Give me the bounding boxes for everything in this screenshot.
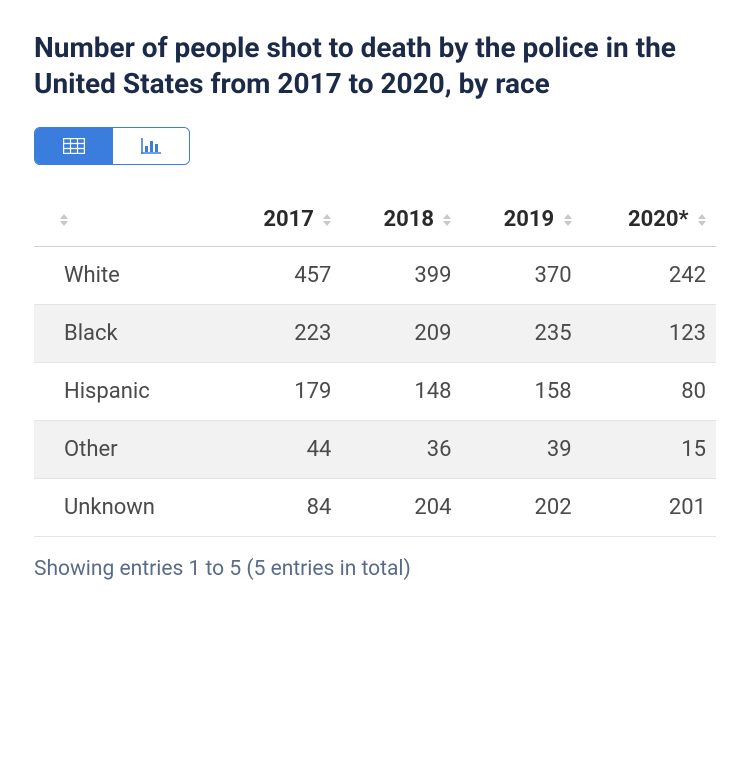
col-header-label: 2019 bbox=[504, 207, 555, 232]
cell-value: 242 bbox=[582, 246, 716, 304]
cell-value: 84 bbox=[221, 478, 341, 536]
cell-value: 15 bbox=[582, 420, 716, 478]
cell-value: 201 bbox=[582, 478, 716, 536]
cell-value: 44 bbox=[221, 420, 341, 478]
chart-view-button[interactable] bbox=[113, 128, 189, 164]
data-table: 2017 2018 2019 2020* White 457 399 370 2… bbox=[34, 193, 716, 537]
cell-value: 158 bbox=[461, 362, 581, 420]
col-header-2017[interactable]: 2017 bbox=[221, 193, 341, 247]
cell-value: 39 bbox=[461, 420, 581, 478]
sort-icon bbox=[323, 214, 331, 226]
sort-icon bbox=[443, 214, 451, 226]
cell-label: Other bbox=[34, 420, 221, 478]
table-icon bbox=[63, 138, 85, 154]
cell-value: 204 bbox=[341, 478, 461, 536]
table-row: Black 223 209 235 123 bbox=[34, 304, 716, 362]
cell-value: 148 bbox=[341, 362, 461, 420]
table-header-row: 2017 2018 2019 2020* bbox=[34, 193, 716, 247]
col-header-label: 2018 bbox=[384, 207, 435, 232]
page-title: Number of people shot to death by the po… bbox=[34, 30, 716, 103]
cell-label: Black bbox=[34, 304, 221, 362]
table-view-button[interactable] bbox=[35, 128, 113, 164]
cell-label: Hispanic bbox=[34, 362, 221, 420]
cell-value: 209 bbox=[341, 304, 461, 362]
table-footer-count: Showing entries 1 to 5 (5 entries in tot… bbox=[34, 557, 716, 581]
cell-value: 36 bbox=[341, 420, 461, 478]
bar-chart-icon bbox=[141, 138, 161, 154]
cell-value: 123 bbox=[582, 304, 716, 362]
col-header-label: 2020* bbox=[628, 207, 688, 232]
cell-value: 223 bbox=[221, 304, 341, 362]
sort-icon bbox=[60, 214, 68, 226]
table-body: White 457 399 370 242 Black 223 209 235 … bbox=[34, 246, 716, 536]
cell-label: White bbox=[34, 246, 221, 304]
table-row: White 457 399 370 242 bbox=[34, 246, 716, 304]
cell-value: 457 bbox=[221, 246, 341, 304]
sort-icon bbox=[564, 214, 572, 226]
col-header-2019[interactable]: 2019 bbox=[461, 193, 581, 247]
col-header-2018[interactable]: 2018 bbox=[341, 193, 461, 247]
col-header-race[interactable] bbox=[34, 193, 221, 247]
col-header-label: 2017 bbox=[263, 207, 314, 232]
cell-value: 399 bbox=[341, 246, 461, 304]
table-row: Unknown 84 204 202 201 bbox=[34, 478, 716, 536]
sort-icon bbox=[698, 214, 706, 226]
cell-value: 370 bbox=[461, 246, 581, 304]
col-header-2020[interactable]: 2020* bbox=[582, 193, 716, 247]
table-row: Hispanic 179 148 158 80 bbox=[34, 362, 716, 420]
cell-value: 179 bbox=[221, 362, 341, 420]
cell-label: Unknown bbox=[34, 478, 221, 536]
cell-value: 235 bbox=[461, 304, 581, 362]
cell-value: 80 bbox=[582, 362, 716, 420]
table-row: Other 44 36 39 15 bbox=[34, 420, 716, 478]
cell-value: 202 bbox=[461, 478, 581, 536]
view-toggle bbox=[34, 127, 190, 165]
